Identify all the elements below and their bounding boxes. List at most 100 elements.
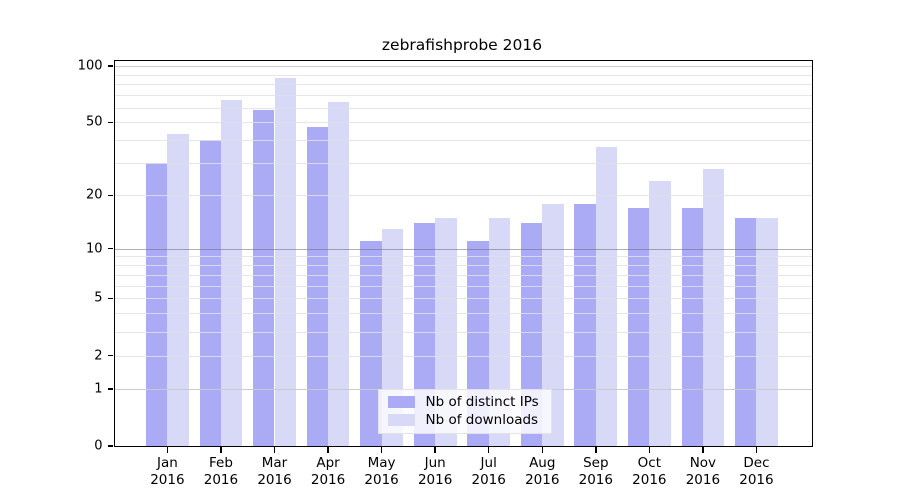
gridline-minor bbox=[114, 285, 812, 287]
x-axis-tick bbox=[434, 447, 436, 453]
x-label-month: Dec bbox=[743, 455, 770, 471]
y-axis-tick bbox=[107, 247, 113, 250]
x-axis-label-jul: Jul 2016 bbox=[458, 455, 520, 488]
y-axis-tick bbox=[107, 194, 113, 197]
y-axis-tick bbox=[107, 65, 113, 67]
x-axis-label-jun: Jun 2016 bbox=[404, 455, 466, 488]
chart-title: zebrafishprobe 2016 bbox=[381, 36, 543, 54]
x-axis-tick bbox=[380, 447, 383, 453]
y-axis-tick-label: 20 bbox=[85, 187, 103, 203]
gridline-minor bbox=[114, 256, 812, 258]
y-axis-tick bbox=[107, 445, 113, 447]
legend: Nb of distinct IPs Nb of downloads bbox=[377, 388, 552, 434]
x-label-year: 2016 bbox=[257, 471, 292, 488]
x-axis-label-oct: Oct 2016 bbox=[618, 455, 680, 488]
x-axis-tick bbox=[220, 447, 222, 453]
bar-apr-downloads bbox=[328, 102, 350, 446]
x-axis-label-jan: Jan 2016 bbox=[136, 455, 198, 488]
y-axis-tick-label: 50 bbox=[85, 114, 103, 130]
legend-label-distinct-ips: Nb of distinct IPs bbox=[425, 393, 539, 410]
x-label-year: 2016 bbox=[685, 471, 721, 488]
x-axis-label-sep: Sep 2016 bbox=[565, 455, 627, 488]
y-axis-tick-label: 2 bbox=[94, 348, 103, 364]
gridline-minor bbox=[114, 313, 812, 315]
x-axis-tick bbox=[702, 447, 704, 453]
y-axis-tick bbox=[107, 388, 113, 390]
gridline-minor bbox=[114, 298, 812, 300]
x-label-month: Oct bbox=[637, 455, 662, 471]
x-label-month: Feb bbox=[208, 455, 233, 471]
gridline-minor bbox=[114, 265, 812, 267]
x-label-year: 2016 bbox=[525, 471, 560, 488]
x-label-year: 2016 bbox=[150, 471, 185, 488]
x-axis-tick bbox=[166, 447, 169, 453]
bar-jan-downloads bbox=[167, 134, 189, 446]
legend-label-downloads: Nb of downloads bbox=[425, 411, 539, 428]
bar-nov-downloads bbox=[702, 168, 725, 446]
gridline-minor bbox=[114, 74, 812, 76]
gridline-minor bbox=[114, 274, 812, 276]
x-label-month: Jul bbox=[480, 455, 497, 471]
gridline-minor bbox=[114, 355, 812, 357]
bar-mar-downloads bbox=[274, 78, 296, 446]
y-axis-tick-label: 10 bbox=[85, 241, 103, 257]
gridline-minor bbox=[114, 107, 812, 109]
gridline-minor bbox=[114, 163, 812, 165]
y-axis-tick-label: 0 bbox=[94, 438, 103, 454]
legend-swatch-downloads bbox=[387, 413, 415, 426]
bar-may-distinct-ips bbox=[360, 241, 382, 446]
x-axis-tick bbox=[755, 447, 758, 453]
x-label-month: Nov bbox=[689, 455, 717, 471]
x-axis-tick bbox=[487, 447, 490, 453]
y-axis-tick-label: 5 bbox=[94, 290, 103, 306]
x-axis-label-feb: Feb 2016 bbox=[190, 455, 252, 488]
bar-mar-distinct-ips bbox=[253, 110, 275, 446]
x-axis-label-may: May 2016 bbox=[351, 455, 413, 488]
x-label-year: 2016 bbox=[310, 471, 346, 488]
gridline-major bbox=[114, 66, 812, 68]
gridline-minor bbox=[114, 84, 812, 86]
x-axis-tick bbox=[327, 447, 329, 453]
x-axis-tick bbox=[541, 447, 543, 453]
x-label-month: Aug bbox=[529, 455, 556, 471]
y-axis-tick bbox=[107, 354, 113, 357]
x-label-year: 2016 bbox=[471, 471, 506, 488]
bar-feb-downloads bbox=[220, 99, 243, 446]
x-axis-label-mar: Mar 2016 bbox=[244, 455, 306, 488]
x-axis-label-nov: Nov 2016 bbox=[672, 455, 734, 488]
x-axis-tick bbox=[273, 447, 276, 453]
x-axis-label-aug: Aug 2016 bbox=[511, 455, 573, 488]
y-axis-tick-label: 100 bbox=[77, 58, 103, 74]
x-axis-label-dec: Dec 2016 bbox=[725, 455, 787, 488]
gridline-minor bbox=[114, 122, 812, 124]
x-label-year: 2016 bbox=[364, 471, 399, 488]
gridline-minor bbox=[114, 195, 812, 197]
bar-sep-downloads bbox=[595, 146, 618, 446]
bar-nov-distinct-ips bbox=[681, 208, 703, 446]
x-axis-tick bbox=[648, 447, 651, 453]
bar-aug-downloads bbox=[542, 203, 564, 446]
gridline-minor bbox=[114, 140, 812, 142]
legend-item-downloads: Nb of downloads bbox=[387, 411, 539, 428]
x-label-month: Sep bbox=[583, 455, 609, 471]
gridline-minor bbox=[114, 95, 812, 97]
gridline-major-dark bbox=[114, 248, 812, 250]
x-label-year: 2016 bbox=[203, 471, 239, 488]
x-label-month: Jan bbox=[156, 455, 178, 471]
x-label-year: 2016 bbox=[739, 471, 774, 488]
plot-area: Nb of distinct IPs Nb of downloads 0 1 2 5 1… bbox=[78, 59, 813, 488]
legend-item-distinct-ips: Nb of distinct IPs bbox=[387, 393, 539, 410]
x-label-month: Mar bbox=[261, 455, 288, 471]
bar-sep-distinct-ips bbox=[574, 203, 596, 446]
gridline-minor bbox=[114, 331, 812, 333]
legend-swatch-distinct-ips bbox=[387, 395, 415, 408]
bar-jan-distinct-ips bbox=[146, 163, 168, 446]
x-label-month: May bbox=[367, 455, 396, 471]
y-axis-tick bbox=[107, 121, 113, 124]
x-label-month: Apr bbox=[316, 455, 340, 471]
x-label-month: Jun bbox=[424, 455, 446, 471]
bar-feb-distinct-ips bbox=[199, 140, 221, 446]
bar-oct-distinct-ips bbox=[627, 208, 650, 446]
x-label-year: 2016 bbox=[417, 471, 453, 488]
